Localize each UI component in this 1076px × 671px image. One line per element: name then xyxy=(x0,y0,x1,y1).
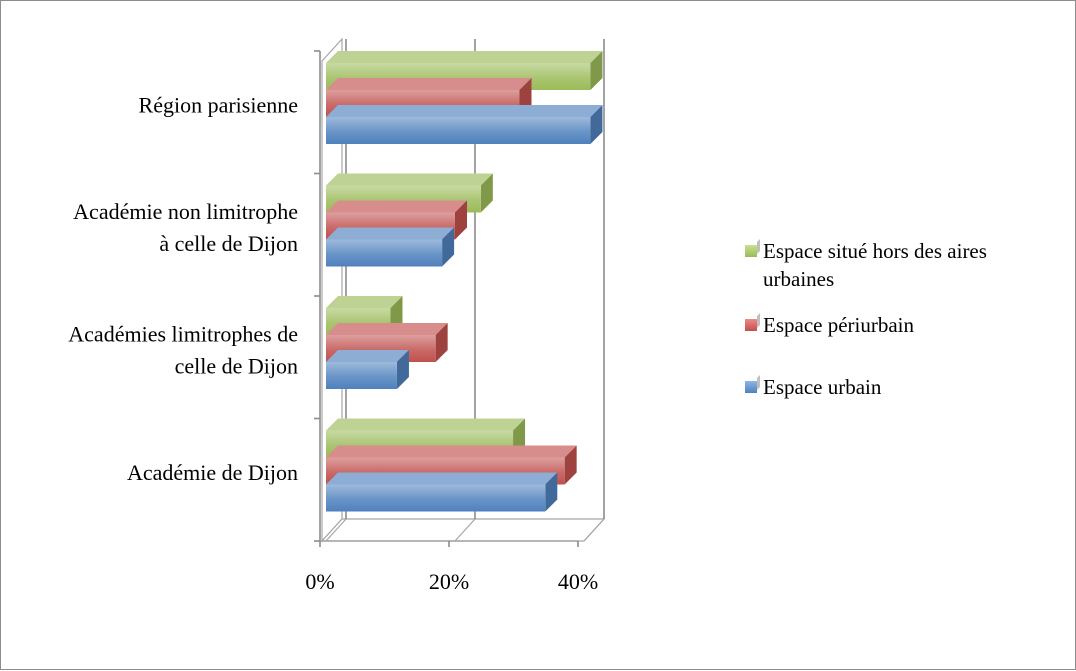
bar-top-face xyxy=(326,445,577,458)
bars xyxy=(326,51,603,512)
bar-end-face xyxy=(396,350,409,389)
bar-front-face xyxy=(326,117,591,144)
legend-label-urbain: Espace urbain xyxy=(763,375,882,399)
x-tick-label: 20% xyxy=(429,569,469,594)
legend-label-hors-aires: Espace situé hors des aires urbaines xyxy=(763,239,987,291)
tick-labels: 0% 20% 40% xyxy=(305,569,598,594)
floor-wall xyxy=(320,518,606,542)
bar-top-face xyxy=(326,173,493,186)
axes xyxy=(314,50,579,547)
category-label: celle de Dijon xyxy=(175,353,298,378)
bar-end-face xyxy=(590,51,603,90)
category-label: Académie non limitrophe xyxy=(73,199,298,224)
bar-top-face xyxy=(326,296,403,308)
legend-swatch-hors-aires xyxy=(745,245,757,257)
bar xyxy=(326,350,409,389)
legend-label-periurbain: Espace périurbain xyxy=(763,313,915,337)
bar-end-face xyxy=(455,200,467,240)
floor-line xyxy=(454,518,476,542)
bar-end-face xyxy=(545,472,558,512)
bar-end-face xyxy=(435,323,448,362)
category-label: Région parisienne xyxy=(139,92,298,117)
bar-top-face xyxy=(326,105,603,117)
category-labels: Académie de Dijon Académies limitrophes d… xyxy=(68,92,298,485)
legend-item-hors-aires: Espace situé hors des aires urbaines xyxy=(741,237,1061,293)
bar-top-face xyxy=(326,323,448,335)
category-label: Académie de Dijon xyxy=(127,460,298,485)
legend-item-periurbain: Espace périurbain xyxy=(741,311,1061,339)
bar xyxy=(326,227,455,267)
bar-end-face xyxy=(564,445,577,485)
bar-top-face xyxy=(326,51,603,63)
legend: Espace situé hors des aires urbaines Esp… xyxy=(741,237,1061,401)
category-label: à celle de Dijon xyxy=(159,231,298,256)
bar-top-face xyxy=(326,200,467,213)
bar-top-face xyxy=(326,418,526,431)
bar-front-face xyxy=(326,484,546,512)
category-label: Académies limitrophes de xyxy=(68,321,298,346)
x-tick-label: 40% xyxy=(558,569,598,594)
floor-line xyxy=(583,518,605,542)
bar-end-face xyxy=(480,173,493,213)
x-tick-label: 0% xyxy=(305,569,334,594)
bar-top-face xyxy=(326,78,532,90)
bar-top-face xyxy=(326,227,455,240)
bar xyxy=(326,105,603,144)
bar-end-face xyxy=(442,227,455,267)
legend-swatch-urbain xyxy=(745,381,757,393)
bar-top-face xyxy=(326,350,409,362)
bar xyxy=(326,472,558,512)
legend-item-urbain: Espace urbain xyxy=(741,373,1061,401)
bar-front-face xyxy=(326,239,443,267)
bar-front-face xyxy=(326,362,397,389)
bar-top-face xyxy=(326,472,558,485)
bar-end-face xyxy=(590,105,603,144)
floor-line xyxy=(325,518,347,542)
legend-swatch-periurbain xyxy=(745,319,757,331)
